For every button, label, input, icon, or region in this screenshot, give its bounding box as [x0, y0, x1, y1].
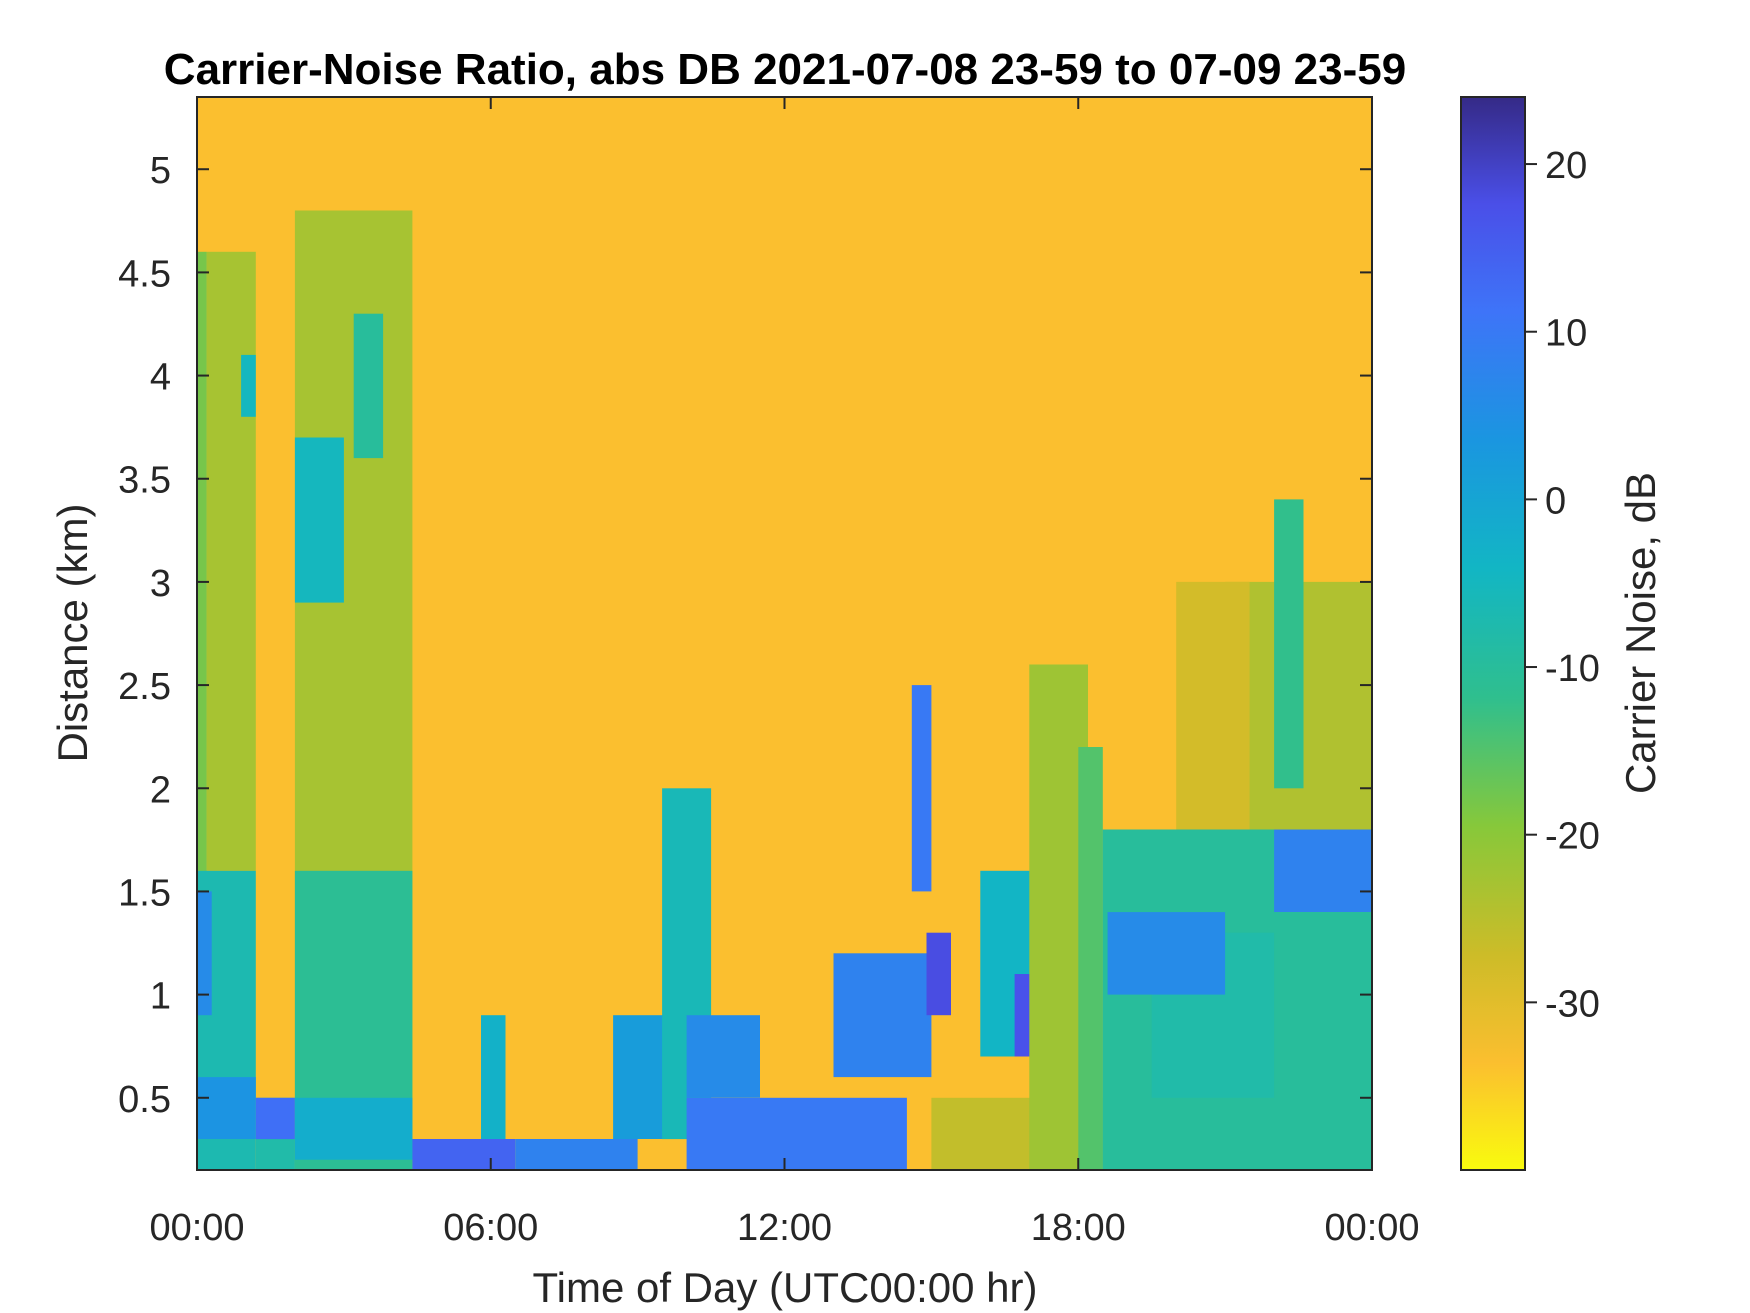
- heatmap-cells: [197, 210, 1372, 1170]
- y-axis-label: Distance (km): [49, 503, 96, 762]
- y-tick-label: 5: [150, 150, 171, 192]
- heatmap-cell: [255, 1097, 295, 1140]
- y-tick-label: 1.5: [118, 872, 171, 914]
- x-tick-label: 18:00: [1031, 1207, 1126, 1249]
- heatmap-cell: [241, 354, 256, 417]
- heatmap-cell: [481, 1015, 506, 1139]
- heatmap-cell: [926, 932, 951, 1016]
- x-tick-label: 12:00: [737, 1207, 832, 1249]
- heatmap-cell: [1078, 747, 1103, 1170]
- x-axis: 00:00 06:00 12:00 18:00 00:00: [149, 97, 1420, 1249]
- colorbar-gradient: [1460, 96, 1526, 1171]
- x-tick-label: 00:00: [149, 1207, 244, 1249]
- colorbar-tick-label: -10: [1545, 648, 1600, 690]
- heatmap-cell: [353, 313, 384, 459]
- heatmap-cell: [1107, 912, 1226, 995]
- heatmap-cell: [197, 251, 207, 1170]
- colorbar-tick-label: -30: [1545, 983, 1600, 1025]
- colorbar-tick-label: -20: [1545, 816, 1600, 858]
- heatmap-cell: [206, 251, 256, 871]
- y-tick-label: 2.5: [118, 666, 171, 708]
- y-tick-label: 1: [150, 976, 171, 1018]
- colorbar-tick-label: 20: [1545, 145, 1587, 187]
- heatmap-cell: [515, 1139, 638, 1170]
- colorbar-label: Carrier Noise, dB: [1617, 472, 1664, 794]
- y-tick-label: 3.5: [118, 460, 171, 502]
- colorbar: -30 -20 -10 0 10 20: [1460, 96, 1600, 1171]
- heatmap-cell: [197, 1077, 256, 1139]
- heatmap-cell: [1274, 829, 1372, 912]
- y-axis: 0.5 1 1.5 2 2.5 3 3.5 4 4.5 5: [118, 150, 1372, 1121]
- heatmap-cell: [294, 437, 344, 603]
- x-tick-label: 00:00: [1324, 1207, 1419, 1249]
- heatmap-cell: [412, 1139, 516, 1170]
- x-axis-label: Time of Day (UTC00:00 hr): [533, 1264, 1038, 1311]
- y-tick-label: 4.5: [118, 253, 171, 295]
- heatmap-cell: [197, 891, 212, 1016]
- heatmap-plot-area: [197, 97, 1372, 1170]
- heatmap-cell: [1176, 581, 1250, 830]
- colorbar-tick-label: 10: [1545, 313, 1587, 355]
- y-tick-label: 0.5: [118, 1079, 171, 1121]
- colorbar-ticks: -30 -20 -10 0 10 20: [1525, 145, 1600, 1025]
- heatmap-cell: [1029, 664, 1088, 1170]
- heatmap-cell: [911, 685, 932, 892]
- heatmap-cell: [294, 1097, 413, 1160]
- chart-title: Carrier-Noise Ratio, abs DB 2021-07-08 2…: [164, 45, 1406, 94]
- x-tick-label: 06:00: [443, 1207, 538, 1249]
- colorbar-tick-label: 0: [1545, 480, 1566, 522]
- heatmap-cell: [833, 953, 932, 1078]
- y-tick-label: 3: [150, 563, 171, 605]
- y-tick-label: 2: [150, 769, 171, 811]
- heatmap-cell: [686, 1097, 907, 1170]
- y-tick-label: 4: [150, 357, 171, 399]
- heatmap-cell: [686, 1015, 760, 1098]
- heatmap-cell: [1274, 499, 1304, 789]
